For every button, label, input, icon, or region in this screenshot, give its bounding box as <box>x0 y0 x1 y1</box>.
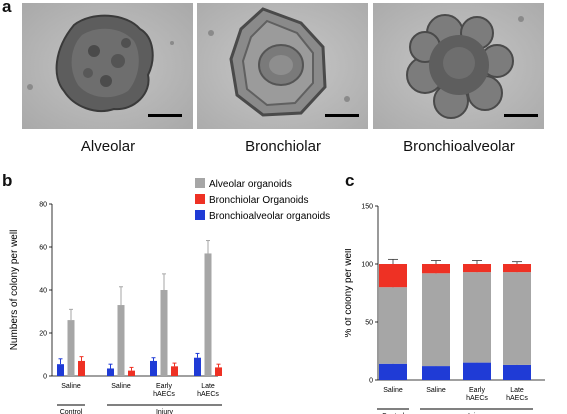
micrograph-bronchioalveolar <box>373 3 544 129</box>
bar-bronchioalveolar <box>150 360 157 376</box>
caption-bronchioalveolar: Bronchioalveolar <box>403 138 515 155</box>
x-tick-label: Late <box>201 383 215 390</box>
caption-bronchiolar: Bronchiolar <box>245 138 321 155</box>
legend-label-bronchiolar: Bronchiolar Organoids <box>209 195 309 206</box>
stack-alveolar <box>422 273 450 367</box>
y-tick-label: 50 <box>365 320 373 327</box>
bar-alveolar <box>160 290 168 376</box>
y-axis-label: % of colony per well <box>345 249 354 338</box>
chart-c: 0 50 100 150 % of colony per well Saline Salin… <box>345 204 545 414</box>
y-tick-label: 0 <box>369 378 373 385</box>
legend-swatch-bronchioalveolar <box>195 210 205 220</box>
stack-bronchiolar <box>379 264 407 288</box>
chart-b: 0 20 40 60 80 Numbers of colony per well Salin… <box>9 178 330 414</box>
x-tick-label: hAECs <box>466 395 488 402</box>
x-tick-label: hAECs <box>197 391 219 398</box>
legend-swatch-bronchiolar <box>195 194 205 204</box>
group-label: Injury <box>156 409 174 414</box>
legend-label-bronchioalveolar: Bronchioalveolar organoids <box>209 211 330 222</box>
y-tick-label: 100 <box>361 262 373 269</box>
x-tick-label: Saline <box>61 383 81 390</box>
x-tick-label: Early <box>156 383 172 390</box>
bar-bronchiolar <box>171 366 178 376</box>
stack-bronchiolar <box>503 264 531 273</box>
panel-c-letter: c <box>345 171 355 190</box>
y-tick-label: 80 <box>39 202 47 209</box>
stack-bronchioalveolar <box>379 363 407 380</box>
stack-bronchioalveolar <box>422 366 450 380</box>
x-tick-label: Saline <box>426 387 446 394</box>
micrograph-alveolar <box>22 3 193 129</box>
stack-bronchiolar <box>422 264 450 274</box>
x-tick-label: Late <box>510 387 524 394</box>
y-tick-label: 0 <box>43 374 47 381</box>
stack-alveolar <box>463 272 491 363</box>
bar-bronchioalveolar <box>107 368 114 376</box>
scale-bar <box>504 114 538 117</box>
x-tick-label: Early <box>469 387 485 394</box>
bar-bronchiolar <box>78 360 85 376</box>
legend-swatch-alveolar <box>195 178 205 188</box>
x-tick-label: hAECs <box>506 395 528 402</box>
bar-bronchiolar <box>128 370 135 376</box>
y-tick-label: 40 <box>39 288 47 295</box>
panel-a-letter: a <box>2 0 12 16</box>
micrograph-bronchiolar <box>197 3 368 129</box>
y-tick-label: 20 <box>39 331 47 338</box>
group-label: Control <box>60 409 83 414</box>
panel-b-letter: b <box>2 171 13 190</box>
x-tick-label: Saline <box>383 387 403 394</box>
y-axis-label: Numbers of colony per well <box>9 230 20 351</box>
stack-alveolar <box>379 287 407 364</box>
scale-bar <box>325 114 359 117</box>
bar-alveolar <box>67 320 75 376</box>
scale-bar <box>148 114 182 117</box>
stack-bronchioalveolar <box>463 362 491 380</box>
bar-bronchioalveolar <box>57 364 64 376</box>
stack-bronchioalveolar <box>503 364 531 380</box>
bar-bronchioalveolar <box>194 357 201 376</box>
y-tick-label: 150 <box>361 204 373 211</box>
x-tick-label: hAECs <box>153 391 175 398</box>
bar-alveolar <box>204 253 212 376</box>
stack-bronchiolar <box>463 264 491 273</box>
y-tick-label: 60 <box>39 245 47 252</box>
stack-alveolar <box>503 272 531 365</box>
x-tick-label: Saline <box>111 383 131 390</box>
caption-alveolar: Alveolar <box>80 138 136 155</box>
legend-label-alveolar: Alveolar organoids <box>209 179 292 190</box>
bar-alveolar <box>117 305 125 376</box>
bar-bronchiolar <box>215 367 222 376</box>
